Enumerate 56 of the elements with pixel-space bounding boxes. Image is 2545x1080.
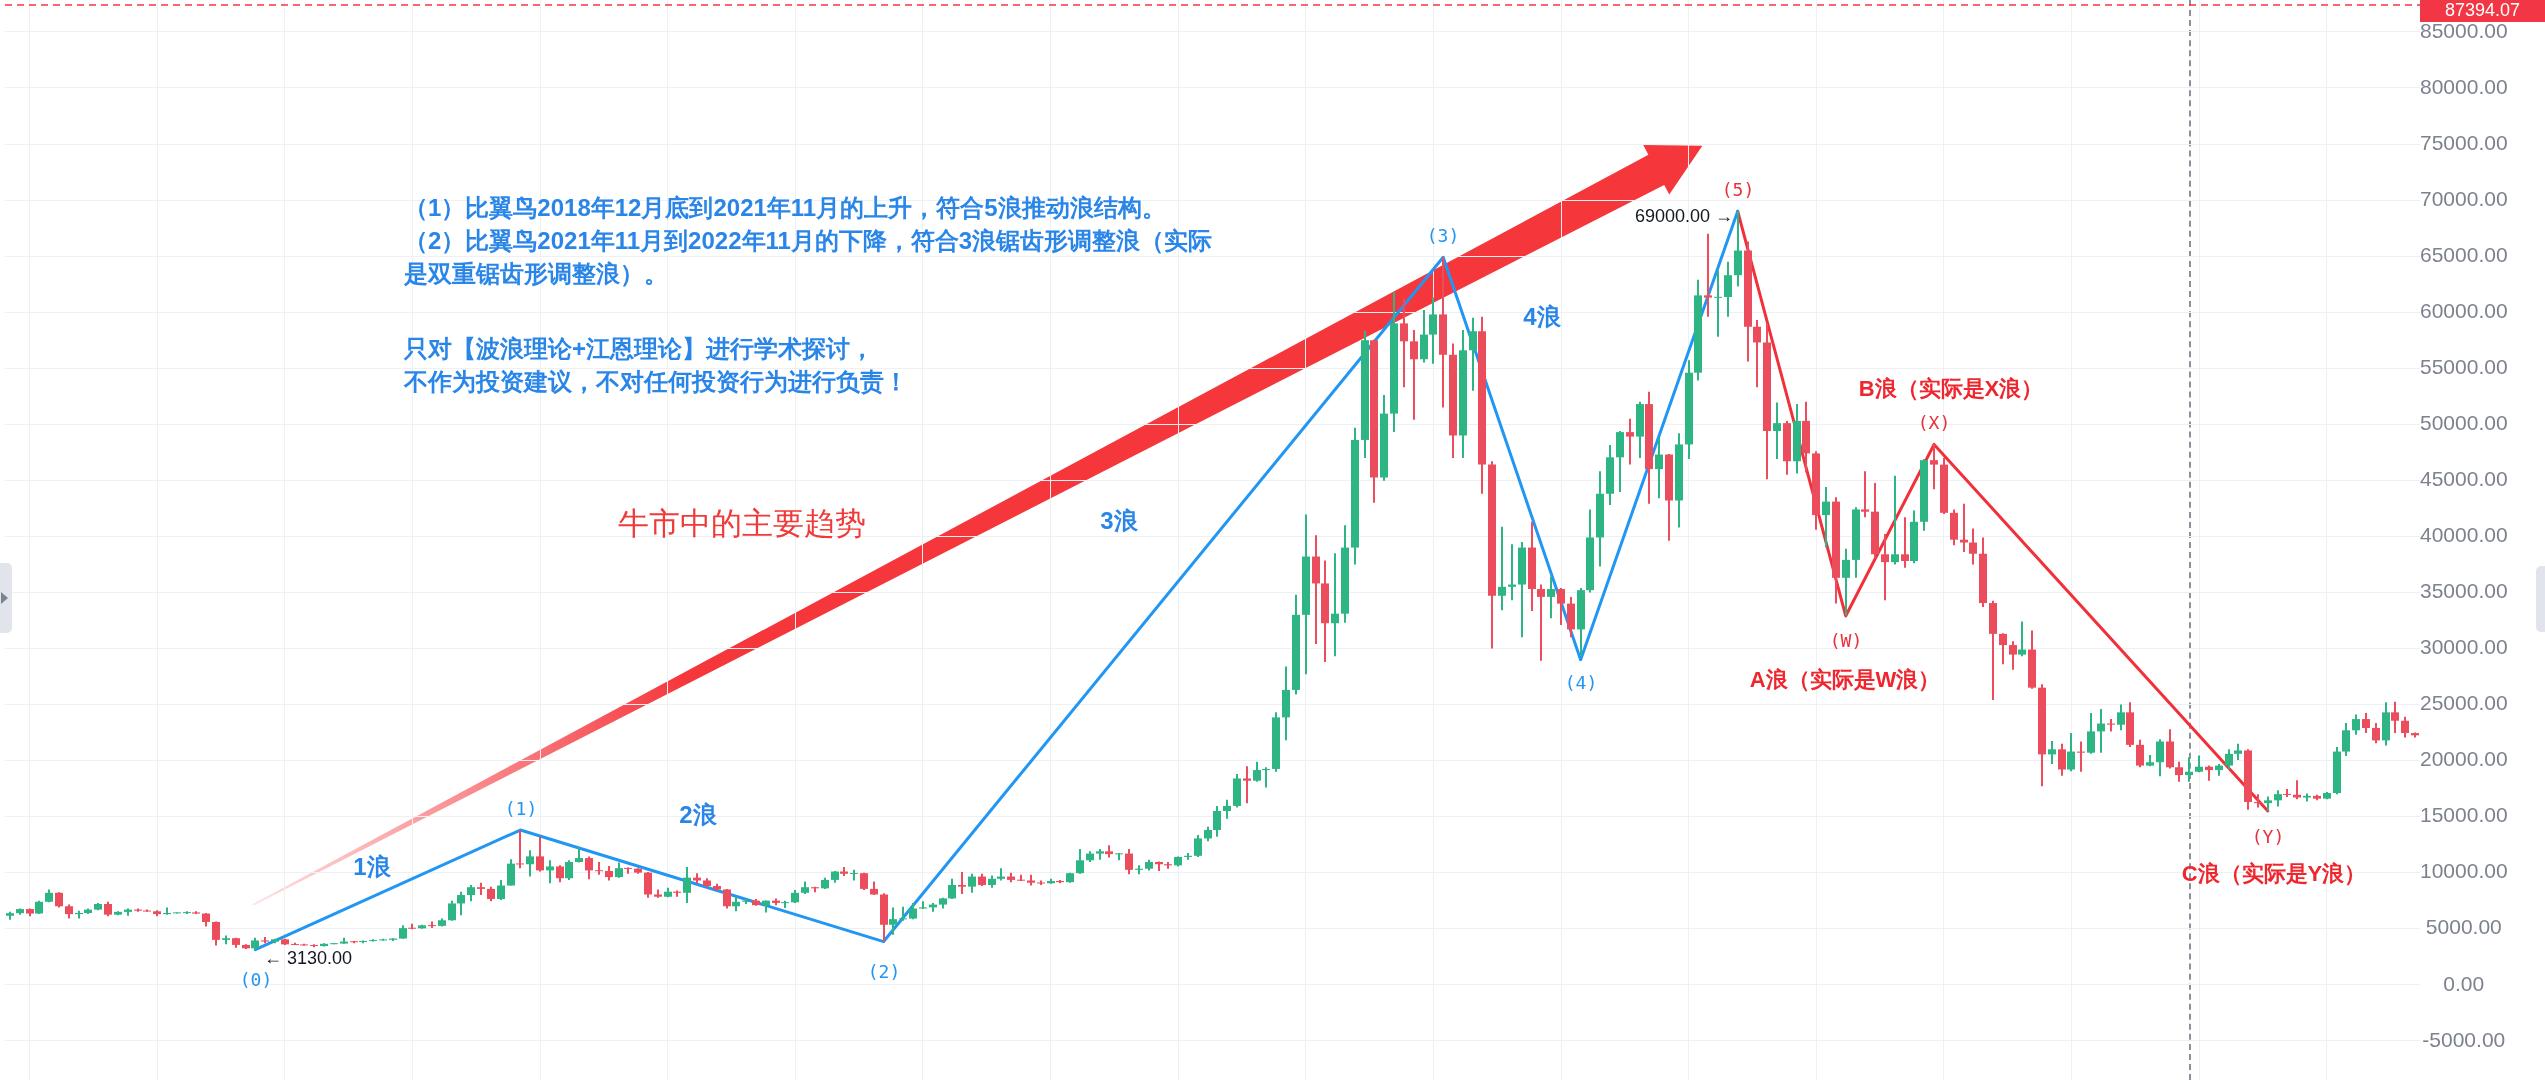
y-tick-label: 80000.00 — [2420, 74, 2508, 98]
y-tick-label: 5000.00 — [2425, 915, 2502, 939]
annotation: A浪（实际是W浪） — [1749, 667, 1941, 693]
annotation: ← 3130.00 — [264, 947, 353, 968]
annotation: （1）比翼鸟2018年12月底到2021年11月的上升，符合5浪推动浪结构。 — [404, 193, 1166, 221]
candlestick — [1960, 503, 1968, 553]
y-tick-label: 40000.00 — [2420, 523, 2508, 547]
annotation: (5) — [1721, 178, 1755, 200]
candlestick — [1891, 475, 1899, 565]
y-tick-label: 0.00 — [2443, 971, 2485, 995]
y-tick-label: 55000.00 — [2420, 355, 2508, 379]
annotation: 不作为投资建议，不对任何投资行为进行负责！ — [403, 367, 908, 395]
candlestick — [428, 921, 436, 929]
annotation: 69000.00 → — [1634, 205, 1733, 226]
y-tick-label: 10000.00 — [2420, 859, 2508, 883]
candlestick — [1714, 270, 1722, 337]
y-tick-label: 15000.00 — [2420, 803, 2508, 827]
candlestick — [1704, 233, 1712, 317]
y-tick-label: 75000.00 — [2420, 130, 2508, 154]
annotation: 牛市中的主要趋势 — [618, 505, 866, 541]
candlestick — [1331, 553, 1339, 657]
y-tick-label: 50000.00 — [2420, 411, 2508, 435]
y-tick-label: 70000.00 — [2420, 186, 2508, 210]
annotation: (1) — [504, 797, 538, 819]
ref-line-label: 87394.07 — [2444, 0, 2521, 20]
candlestick — [899, 906, 907, 921]
annotation: 4浪 — [1523, 302, 1562, 330]
y-tick-label: 25000.00 — [2420, 691, 2508, 715]
annotation: (2) — [867, 960, 901, 982]
annotation: 3浪 — [1100, 506, 1139, 534]
y-tick-label: 20000.00 — [2420, 747, 2508, 771]
candlestick — [369, 939, 377, 942]
y-tick-label: 35000.00 — [2420, 579, 2508, 603]
y-tick-label: 85000.00 — [2420, 18, 2508, 42]
y-tick-label: 45000.00 — [2420, 467, 2508, 491]
candlestick — [958, 872, 966, 894]
annotation: (Y) — [2251, 825, 2285, 847]
candlestick — [595, 861, 603, 875]
annotation: 只对【波浪理论+江恩理论】进行学术探讨， — [403, 334, 875, 362]
candlestick — [1861, 471, 1869, 518]
annotation: (X) — [1917, 411, 1951, 433]
annotation: (0) — [239, 968, 273, 990]
annotation: 1浪 — [353, 852, 392, 880]
annotation: (3) — [1426, 224, 1460, 246]
candlestick — [1243, 766, 1251, 804]
annotation: B浪（实际是X浪） — [1858, 376, 2044, 402]
y-tick-label: 65000.00 — [2420, 242, 2508, 266]
y-tick-label: 60000.00 — [2420, 298, 2508, 322]
annotation: (4) — [1564, 671, 1598, 693]
annotation: 2浪 — [679, 800, 718, 828]
annotation: （2）比翼鸟2021年11月到2022年11月的下降，符合3浪锯齿形调整浪（实际是双重锯齿形调整浪）。 — [403, 226, 1213, 287]
candlestick — [516, 830, 524, 869]
y-tick-label: -5000.00 — [2422, 1027, 2506, 1051]
annotation: C浪（实际是Y浪） — [2181, 861, 2367, 887]
y-tick-label: 30000.00 — [2420, 635, 2508, 659]
annotation: (W) — [1829, 629, 1863, 651]
